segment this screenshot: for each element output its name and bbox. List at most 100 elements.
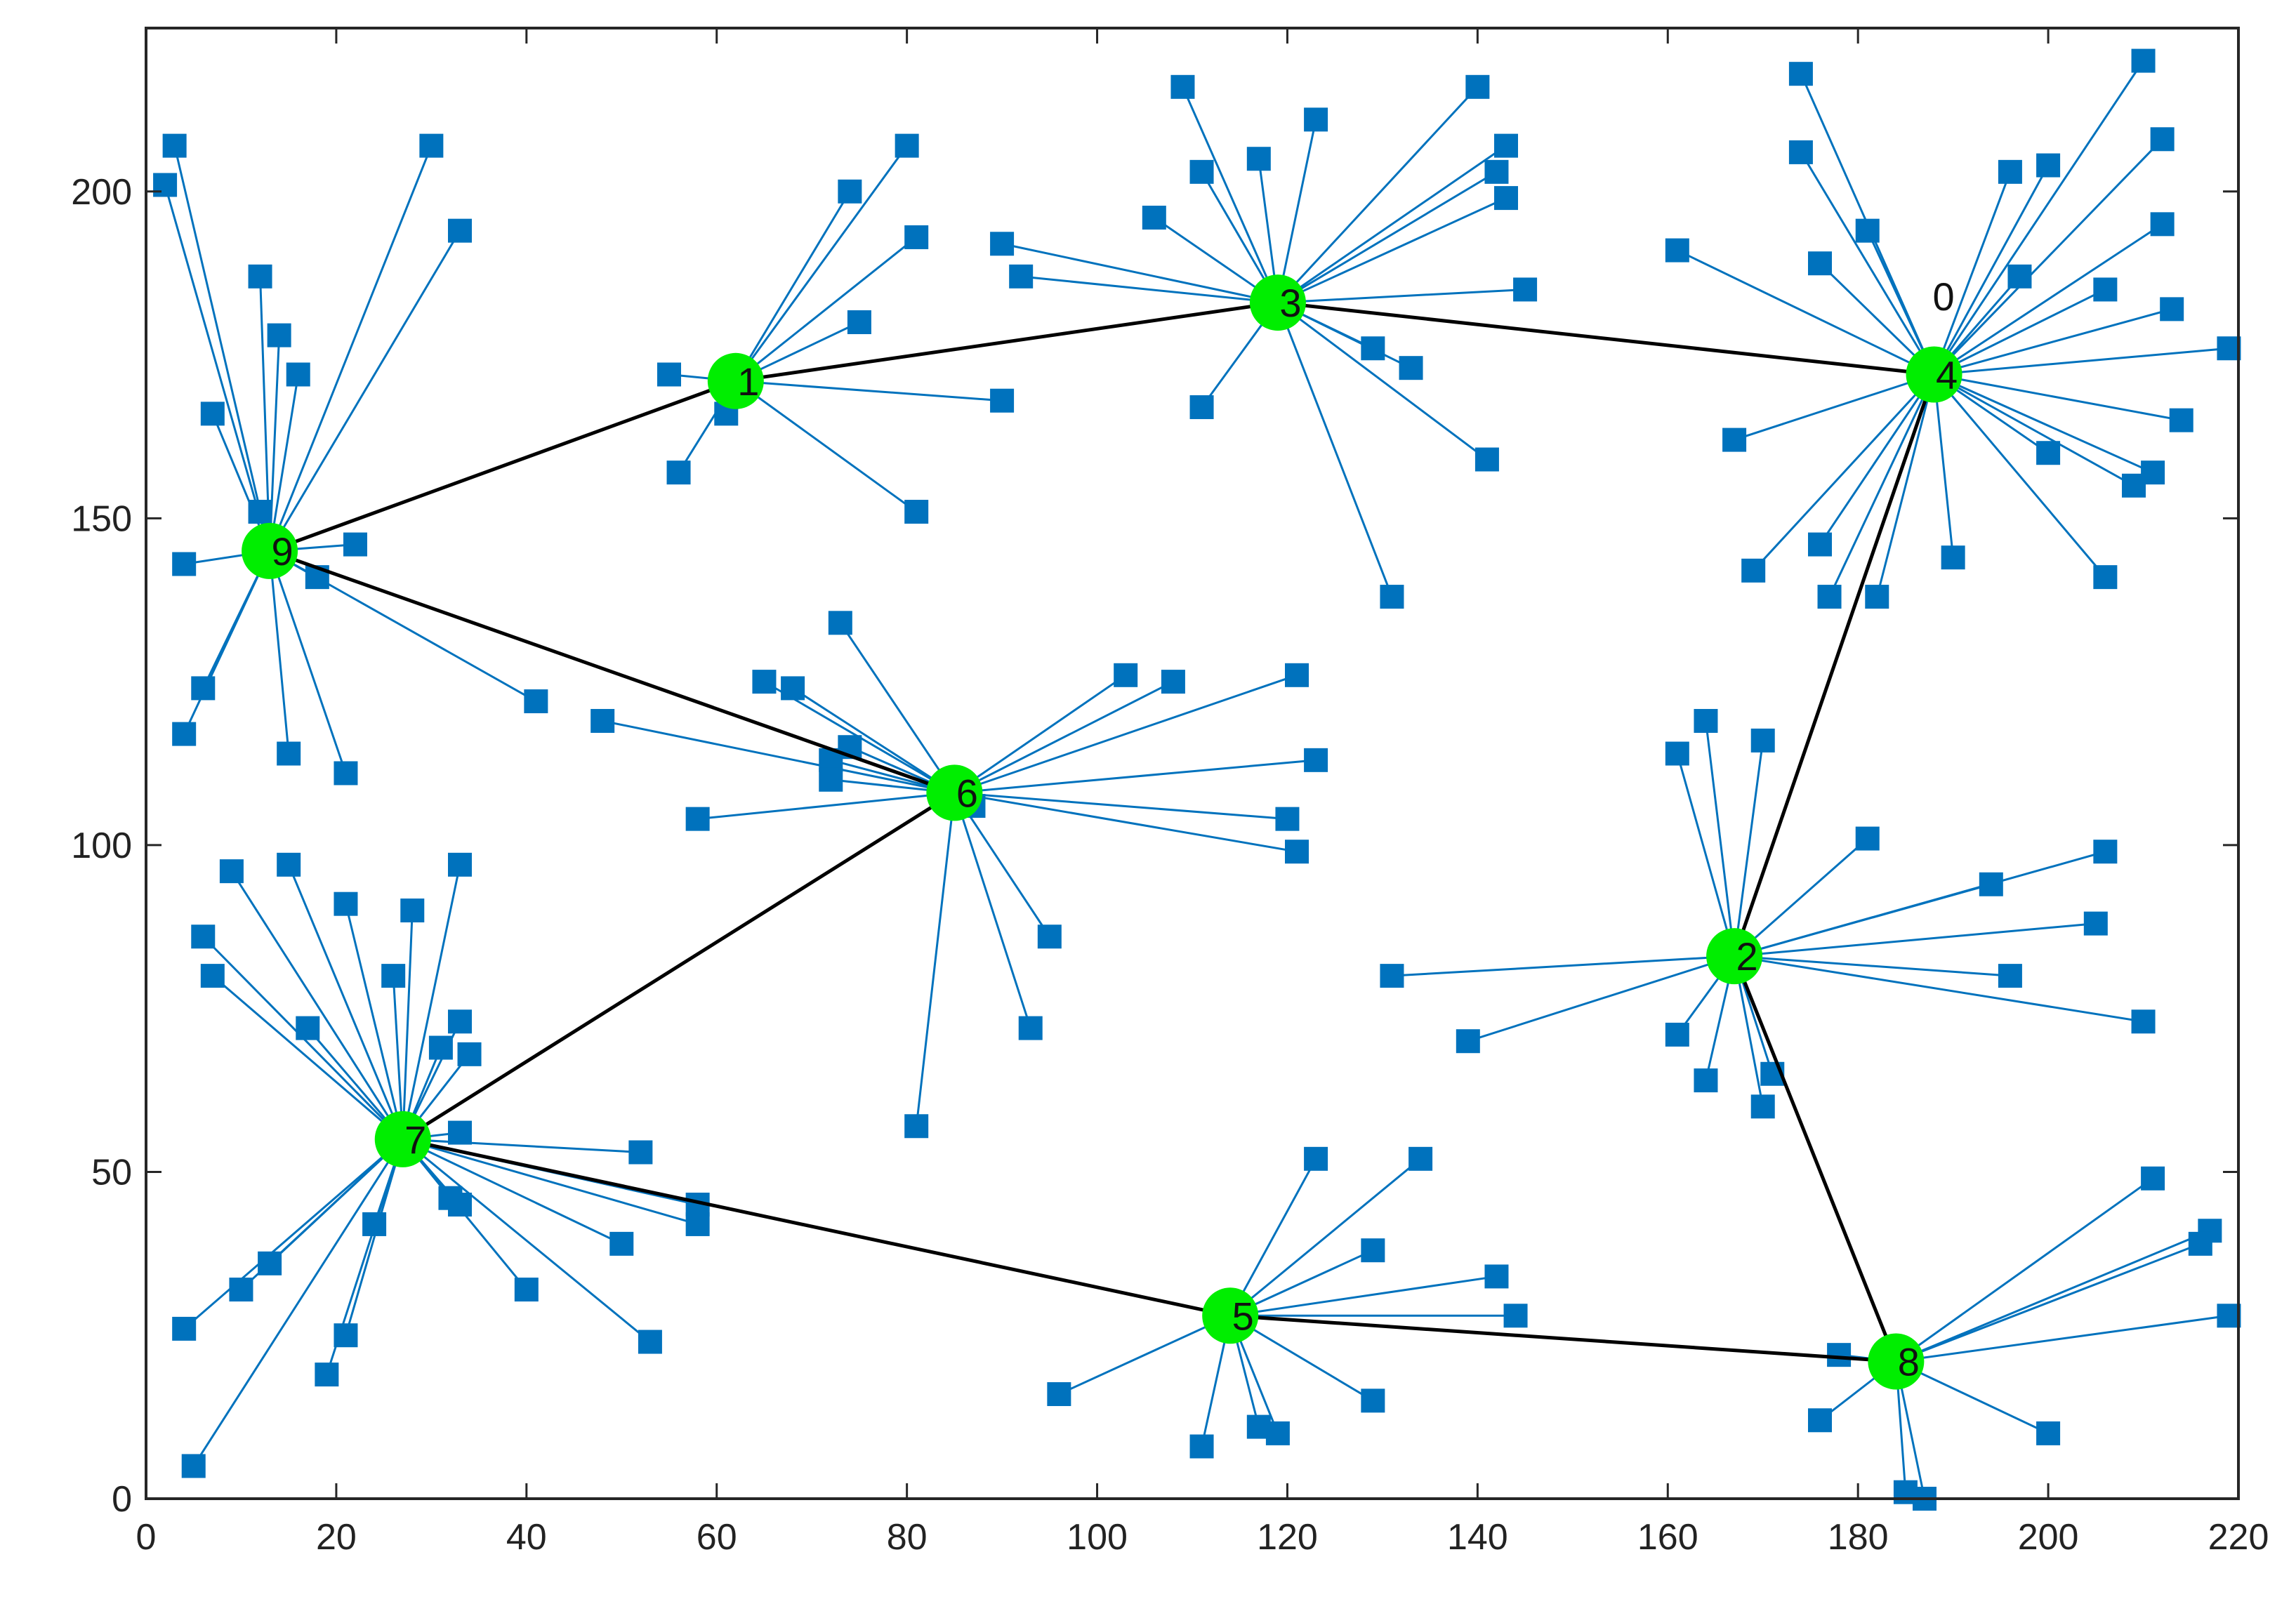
spoke-line-9-15 (268, 550, 290, 754)
backbone-link-2-8 (1732, 955, 1898, 1363)
sensor-node-6-2 (781, 676, 805, 701)
spoke-line-9-7 (268, 145, 433, 552)
sensor-node-7-12 (448, 1120, 472, 1145)
sensor-node-7-22 (334, 1323, 358, 1348)
spoke-line-5-1 (1229, 1158, 1422, 1317)
spoke-line-7-26 (183, 1138, 404, 1330)
cluster-head-8 (1868, 1333, 1925, 1390)
sensor-node-4-5 (2131, 48, 2156, 73)
sensor-node-3-15 (1380, 585, 1404, 609)
cluster-head-1 (707, 352, 764, 409)
cluster-head-label-7: 7 (404, 1118, 426, 1162)
sensor-node-4-10 (2007, 264, 2032, 289)
sensor-node-4-13 (2217, 336, 2241, 361)
spoke-line-7-2 (344, 903, 404, 1140)
sensor-node-3-0 (1170, 74, 1195, 99)
cluster-head-label-9: 9 (272, 529, 293, 574)
sensor-node-4-6 (2150, 127, 2175, 152)
spoke-line-3-3 (1276, 119, 1317, 303)
sensor-node-5-1 (1408, 1146, 1433, 1171)
sensor-node-6-17 (591, 708, 615, 733)
sensor-node-5-4 (1503, 1304, 1528, 1328)
sensor-node-7-2 (334, 892, 358, 916)
sensor-node-9-11 (524, 689, 548, 714)
sensor-node-4-8 (1998, 159, 2022, 184)
sensor-node-4-24 (1722, 427, 1747, 452)
spoke-line-5-0 (1229, 1158, 1317, 1317)
cluster-head-label-4: 4 (1936, 352, 1958, 397)
spoke-line-2-8 (1734, 955, 2144, 1023)
sensor-node-2-6 (2083, 911, 2108, 936)
sensor-node-5-7 (1246, 1414, 1271, 1439)
sensor-node-3-9 (1484, 159, 1509, 184)
sensor-node-1-6 (666, 460, 691, 485)
sensor-node-5-0 (1304, 1146, 1328, 1171)
spoke-line-2-5 (1734, 883, 1992, 957)
cluster-head-2 (1706, 928, 1763, 985)
spoke-line-3-11 (1277, 288, 1526, 304)
sensor-node-3-3 (1304, 107, 1328, 132)
plot-frame (145, 27, 2240, 1500)
spoke-line-1-1 (734, 145, 908, 382)
sensor-node-7-16 (609, 1231, 634, 1256)
x-tick-label-140: 140 (1447, 1517, 1508, 1558)
backbone-link-9-1 (269, 379, 737, 553)
spoke-line-9-14 (183, 550, 271, 735)
spoke-line-4-17 (1933, 373, 2135, 487)
spoke-line-6-10 (954, 791, 1288, 821)
x-tick-label-40: 40 (506, 1517, 547, 1558)
sensor-node-2-13 (1456, 1029, 1480, 1054)
sensor-node-2-3 (1855, 826, 1880, 851)
sensor-node-9-7 (419, 133, 444, 158)
spoke-line-3-6 (1021, 275, 1279, 304)
sensor-node-3-12 (1361, 336, 1385, 361)
sensor-node-9-0 (162, 133, 187, 158)
y-tick-label-0: 0 (112, 1479, 132, 1520)
sensor-node-7-4 (400, 899, 425, 922)
sensor-node-9-12 (172, 552, 197, 576)
spoke-line-7-10 (211, 974, 404, 1141)
sensor-node-8-3 (2217, 1304, 2241, 1328)
x-tick-label-120: 120 (1257, 1517, 1318, 1558)
sensor-node-6-5 (819, 767, 843, 792)
sensor-node-7-9 (296, 1016, 320, 1040)
sensor-node-7-26 (172, 1316, 197, 1341)
sensor-node-5-9 (1047, 1382, 1071, 1407)
spoke-line-3-5 (1001, 242, 1279, 304)
spoke-line-7-18 (402, 1138, 651, 1343)
cluster-head-label-3: 3 (1279, 281, 1301, 325)
sensor-node-4-18 (2093, 565, 2118, 590)
sensor-node-4-15 (2036, 441, 2061, 465)
spoke-line-2-2 (1733, 740, 1764, 957)
sensor-node-9-5 (200, 402, 225, 426)
spoke-line-3-7 (1276, 86, 1479, 304)
backbone-link-4-2 (1732, 373, 1936, 957)
spoke-line-7-5 (402, 864, 461, 1140)
sensor-node-4-0 (1788, 62, 1813, 86)
sensor-node-6-16 (685, 807, 710, 831)
sensor-node-2-7 (1998, 964, 2022, 988)
sensor-node-3-5 (990, 232, 1015, 256)
sensor-node-2-5 (1979, 872, 2003, 896)
sensor-node-5-5 (1361, 1388, 1385, 1413)
sensor-node-7-24 (258, 1251, 282, 1275)
spoke-line-4-1 (1800, 152, 1935, 376)
spoke-line-4-21 (1828, 373, 1935, 597)
spoke-line-7-15 (402, 1138, 699, 1226)
sensor-node-9-9 (343, 532, 367, 557)
backbone-link-1-3 (735, 300, 1279, 383)
sensor-node-6-15 (904, 1114, 929, 1139)
spoke-line-7-27 (192, 1139, 404, 1467)
spoke-line-1-5 (734, 380, 918, 513)
y-tick-label-100: 100 (71, 826, 132, 866)
sensor-node-4-1 (1788, 140, 1813, 164)
spoke-line-4-18 (1933, 373, 2106, 578)
y-tick-label-200: 200 (71, 172, 132, 213)
cluster-head-label-6: 6 (956, 771, 978, 815)
sensor-node-1-2 (904, 225, 929, 249)
spoke-line-9-4 (268, 374, 300, 552)
cluster-heads: 1 2 3 4 5 6 7 8 9 (242, 274, 1962, 1390)
spoke-line-2-6 (1734, 922, 2096, 957)
x-axis-tick-labels: 0 20 40 60 80 100 120 140 160 180 200 220 (136, 1517, 2269, 1558)
spoke-line-3-14 (1277, 301, 1488, 460)
